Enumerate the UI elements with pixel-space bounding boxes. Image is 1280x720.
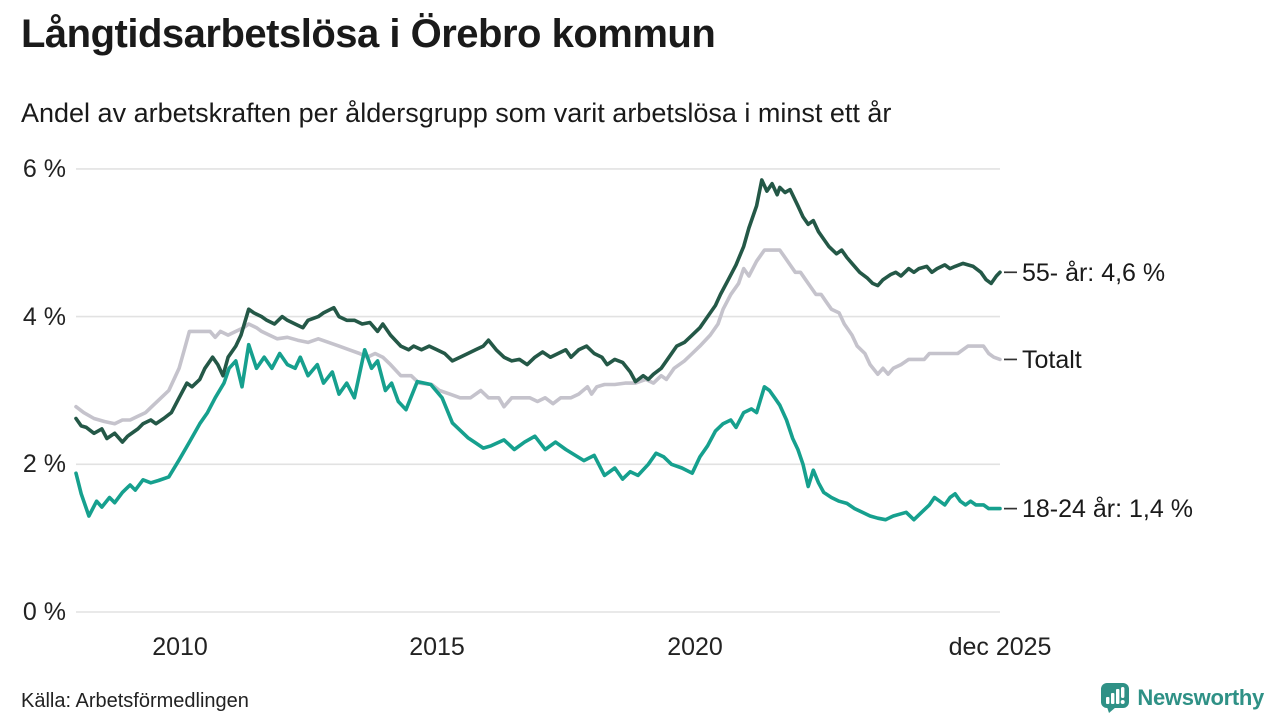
x-tick-2015: 2015 (409, 633, 465, 661)
page-title: Långtidsarbetslösa i Örebro kommun (21, 12, 716, 56)
series-line-18-24-r (74, 342, 1002, 522)
source-note: Källa: Arbetsförmedlingen (21, 690, 249, 712)
bar-chart-speech-bubble-icon (1101, 683, 1130, 713)
x-tick-2020: 2020 (667, 633, 723, 661)
brand-name: Newsworthy (1137, 684, 1264, 710)
series-line-55--r (74, 178, 1002, 444)
y-tick-2: 2 % (22, 450, 66, 478)
x-tick-dec-2025: dec 2025 (948, 633, 1052, 661)
series-line-Totalt (74, 248, 1002, 426)
series-label-18-24: 18-24 år: 1,4 % (1022, 495, 1193, 523)
brand-logo: Newsworthy (1100, 682, 1264, 713)
y-tick-4: 4 % (22, 303, 66, 331)
chart-subtitle: Andel av arbetskraften per åldersgrupp s… (21, 98, 892, 128)
series-label-totalt: Totalt (1022, 346, 1082, 374)
series-label-55-plus: 55- år: 4,6 % (1022, 259, 1166, 287)
y-tick-0: 0 % (22, 598, 66, 626)
x-tick-2010: 2010 (152, 633, 208, 661)
y-tick-6: 6 % (22, 155, 66, 183)
